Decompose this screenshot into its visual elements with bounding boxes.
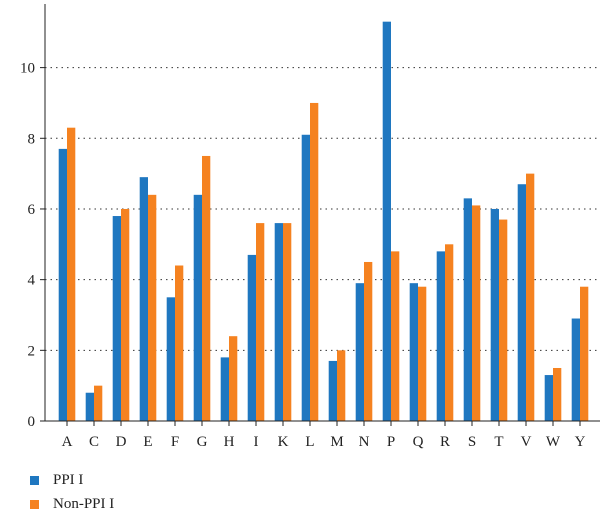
bar-non-ppi-H xyxy=(229,336,238,421)
y-axis-ticks: 0 2 4 6 8 10 xyxy=(20,61,45,430)
x-tick-label: K xyxy=(278,434,289,450)
bar-non-ppi-Y xyxy=(580,286,589,421)
bar-non-ppi-W xyxy=(553,367,562,421)
x-tick-label: G xyxy=(197,434,208,450)
y-tick-label: 0 xyxy=(28,414,36,430)
bar-ppi-G xyxy=(193,194,202,421)
legend-item-ppi: PPI I xyxy=(8,468,114,492)
x-tick-label: T xyxy=(494,434,503,450)
bar-ppi-T xyxy=(490,208,499,421)
bar-non-ppi-M xyxy=(337,350,346,421)
x-tick-label: H xyxy=(224,434,235,450)
y-tick-label: 8 xyxy=(28,131,36,147)
bar-non-ppi-P xyxy=(391,251,400,421)
legend-label-ppi: PPI I xyxy=(53,471,84,488)
x-tick-label: Y xyxy=(575,434,586,450)
bar-ppi-I xyxy=(247,254,256,421)
bar-non-ppi-C xyxy=(94,385,103,421)
bars xyxy=(58,21,589,422)
x-tick-label: M xyxy=(330,434,343,450)
legend-swatch-non-ppi xyxy=(30,499,39,509)
bar-ppi-F xyxy=(166,297,175,421)
bar-ppi-M xyxy=(328,360,337,421)
x-tick-label: S xyxy=(468,434,476,450)
bar-ppi-R xyxy=(436,251,445,421)
bar-ppi-H xyxy=(220,357,229,421)
legend-swatch-ppi xyxy=(30,475,39,485)
x-tick-label: W xyxy=(546,434,561,450)
grid-lines xyxy=(45,67,600,351)
bar-non-ppi-T xyxy=(499,219,508,421)
x-tick-label: N xyxy=(359,434,370,450)
bar-non-ppi-V xyxy=(526,173,535,421)
bar-ppi-K xyxy=(274,223,283,421)
bar-ppi-S xyxy=(463,198,472,421)
bar-ppi-N xyxy=(355,283,364,421)
bar-non-ppi-R xyxy=(445,244,454,421)
bar-non-ppi-I xyxy=(256,223,265,421)
x-tick-label: F xyxy=(171,434,179,450)
x-tick-label: P xyxy=(387,434,395,450)
bar-non-ppi-L xyxy=(310,102,319,421)
x-tick-label: R xyxy=(440,434,450,450)
y-tick-label: 2 xyxy=(28,343,36,359)
bar-non-ppi-F xyxy=(175,265,184,421)
bar-ppi-L xyxy=(301,134,310,421)
bar-ppi-C xyxy=(85,392,94,421)
bar-ppi-W xyxy=(544,375,553,421)
y-tick-label: 6 xyxy=(28,202,36,218)
x-tick-label: I xyxy=(254,434,259,450)
x-tick-label: D xyxy=(116,434,127,450)
x-tick-label: Q xyxy=(413,434,424,450)
bar-non-ppi-E xyxy=(148,194,157,421)
x-tick-label: E xyxy=(143,434,152,450)
bar-non-ppi-G xyxy=(202,155,211,421)
bar-non-ppi-A xyxy=(67,127,76,422)
y-tick-label: 10 xyxy=(20,61,35,77)
bar-ppi-A xyxy=(58,148,67,421)
x-tick-label: C xyxy=(89,434,99,450)
bar-ppi-D xyxy=(112,216,121,421)
bar-non-ppi-S xyxy=(472,205,481,421)
bar-non-ppi-N xyxy=(364,261,373,421)
x-tick-label: V xyxy=(521,434,532,450)
bar-ppi-Q xyxy=(409,283,418,421)
y-tick-label: 4 xyxy=(28,273,36,289)
legend-item-non-ppi: Non-PPI I xyxy=(8,492,114,516)
x-tick-label: A xyxy=(62,434,73,450)
bar-ppi-P xyxy=(382,21,391,421)
x-tick-label: L xyxy=(305,434,314,450)
bar-non-ppi-Q xyxy=(418,286,427,421)
bar-ppi-V xyxy=(517,184,526,421)
bar-ppi-Y xyxy=(571,318,580,421)
bar-non-ppi-K xyxy=(283,223,292,421)
legend-label-non-ppi: Non-PPI I xyxy=(53,495,115,512)
bar-ppi-E xyxy=(139,177,148,421)
legend: PPI I Non-PPI I xyxy=(8,468,114,516)
bar-non-ppi-D xyxy=(121,208,130,421)
